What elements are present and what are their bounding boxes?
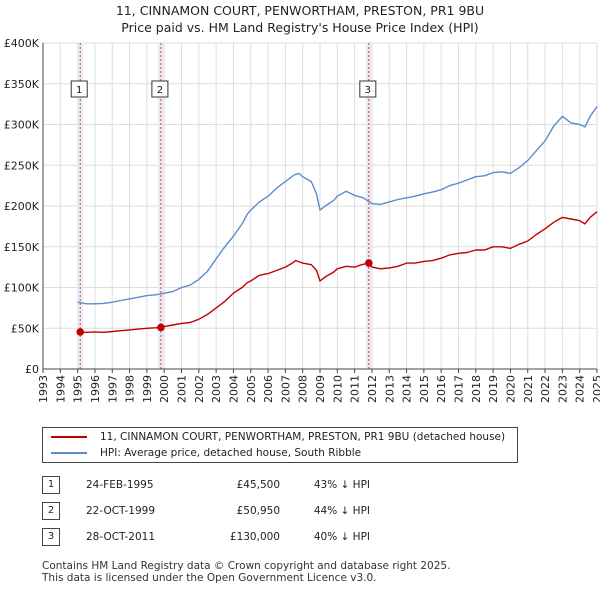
sale-price: £45,500 (236, 479, 280, 491)
x-tick-label: 1993 (37, 375, 50, 403)
sale-point (365, 259, 373, 267)
x-tick-label: 2019 (487, 375, 500, 403)
y-tick-label: £400K (4, 37, 40, 50)
table-row: 2 22-OCT-1999 £50,950 44% ↓ HPI (42, 498, 370, 524)
x-tick-label: 2021 (522, 375, 535, 403)
x-tick-label: 2017 (453, 375, 466, 403)
x-tick-label: 1999 (141, 375, 154, 403)
sale-point (76, 328, 85, 336)
sale-point (157, 323, 165, 332)
x-tick-label: 2010 (331, 375, 344, 403)
sale-highlight-band (77, 43, 84, 369)
sale-price: £130,000 (229, 531, 280, 543)
y-tick-label: £100K (4, 282, 40, 295)
sale-price: £50,950 (236, 505, 280, 517)
y-tick-label: £200K (4, 200, 40, 213)
legend-property-label: 11, CINNAMON COURT, PENWORTHAM, PRESTON,… (100, 431, 506, 443)
x-tick-label: 2007 (279, 375, 292, 403)
x-tick-label: 2022 (539, 375, 552, 403)
table-row: 3 28-OCT-2011 £130,000 40% ↓ HPI (42, 524, 370, 550)
sale-date: 24-FEB-1995 (86, 479, 154, 491)
sales-table: 1 24-FEB-1995 £45,500 43% ↓ HPI 2 22-OCT… (42, 472, 370, 550)
x-tick-label: 1994 (54, 375, 67, 403)
legend-hpi-label: HPI: Average price, detached house, Sout… (100, 447, 362, 459)
x-tick-label: 2008 (297, 375, 310, 403)
sale-date: 22-OCT-1999 (86, 505, 155, 517)
legend: 11, CINNAMON COURT, PENWORTHAM, PRESTON,… (42, 427, 518, 463)
x-tick-label: 2012 (366, 375, 379, 403)
table-row: 1 24-FEB-1995 £45,500 43% ↓ HPI (42, 472, 370, 498)
x-tick-label: 2020 (504, 375, 517, 403)
x-tick-label: 1995 (72, 375, 85, 403)
x-tick-label: 2011 (349, 375, 362, 403)
x-tick-label: 2009 (314, 375, 327, 403)
sale-hpi-diff: 40% ↓ HPI (313, 531, 370, 543)
y-tick-label: £300K (4, 119, 40, 132)
legend-property-swatch (51, 436, 87, 438)
sale-number-box (359, 80, 377, 98)
sale-hpi-diff: 44% ↓ HPI (313, 505, 370, 517)
chart-title-line2: Price paid vs. HM Land Registry's House … (121, 20, 479, 35)
x-tick-label: 2003 (210, 375, 223, 403)
x-tick-label: 2015 (418, 375, 431, 403)
x-tick-label: 2018 (470, 375, 483, 403)
sale-number: 2 (42, 502, 60, 520)
x-tick-label: 2014 (401, 375, 414, 403)
x-tick-label: 2005 (245, 375, 258, 403)
x-tick-label: 1997 (106, 375, 119, 403)
legend-item-property: 11, CINNAMON COURT, PENWORTHAM, PRESTON,… (51, 429, 505, 445)
x-tick-label: 2002 (193, 375, 206, 403)
sale-highlight-band (157, 43, 164, 369)
y-tick-label: £350K (4, 78, 40, 91)
x-tick-label: 2006 (262, 375, 275, 403)
y-tick-label: £50K (11, 322, 40, 335)
sale-number: 3 (42, 528, 60, 546)
sale-number-box (70, 80, 88, 98)
footer-licence: This data is licensed under the Open Gov… (42, 572, 377, 584)
x-tick-label: 1996 (89, 375, 102, 403)
chart-title-line1: 11, CINNAMON COURT, PENWORTHAM, PRESTON,… (115, 3, 485, 18)
sale-number-label: 2 (157, 85, 163, 96)
x-tick-label: 2001 (176, 375, 189, 403)
sale-highlight-band (365, 43, 372, 369)
sale-number-label: 3 (365, 85, 371, 96)
x-tick-label: 2000 (158, 375, 171, 403)
footer-copyright: Contains HM Land Registry data © Crown c… (42, 560, 451, 572)
x-tick-label: 2023 (556, 375, 569, 403)
sale-hpi-diff: 43% ↓ HPI (313, 479, 370, 491)
x-tick-label: 1998 (124, 375, 137, 403)
y-tick-label: £0 (25, 363, 39, 376)
x-tick-label: 2016 (435, 375, 448, 403)
chart-title: 11, CINNAMON COURT, PENWORTHAM, PRESTON,… (0, 2, 600, 36)
sale-date: 28-OCT-2011 (86, 531, 155, 543)
legend-item-hpi: HPI: Average price, detached house, Sout… (51, 445, 361, 461)
y-tick-label: £150K (4, 241, 40, 254)
sale-number-label: 1 (76, 85, 82, 96)
x-tick-label: 2025 (591, 375, 600, 403)
hpi-line (77, 106, 598, 305)
sale-number-box (151, 80, 169, 98)
x-tick-label: 2024 (574, 375, 587, 403)
legend-hpi-swatch (51, 452, 87, 454)
y-tick-label: £250K (4, 159, 40, 172)
x-tick-label: 2004 (227, 375, 240, 403)
price-chart: 1 2 3 £0 £50K £100K £150K £200K £250K £300K £350K… (4, 37, 600, 403)
sale-number: 1 (42, 476, 60, 494)
footer: Contains HM Land Registry data © Crown c… (42, 560, 450, 584)
x-tick-label: 2013 (383, 375, 396, 403)
